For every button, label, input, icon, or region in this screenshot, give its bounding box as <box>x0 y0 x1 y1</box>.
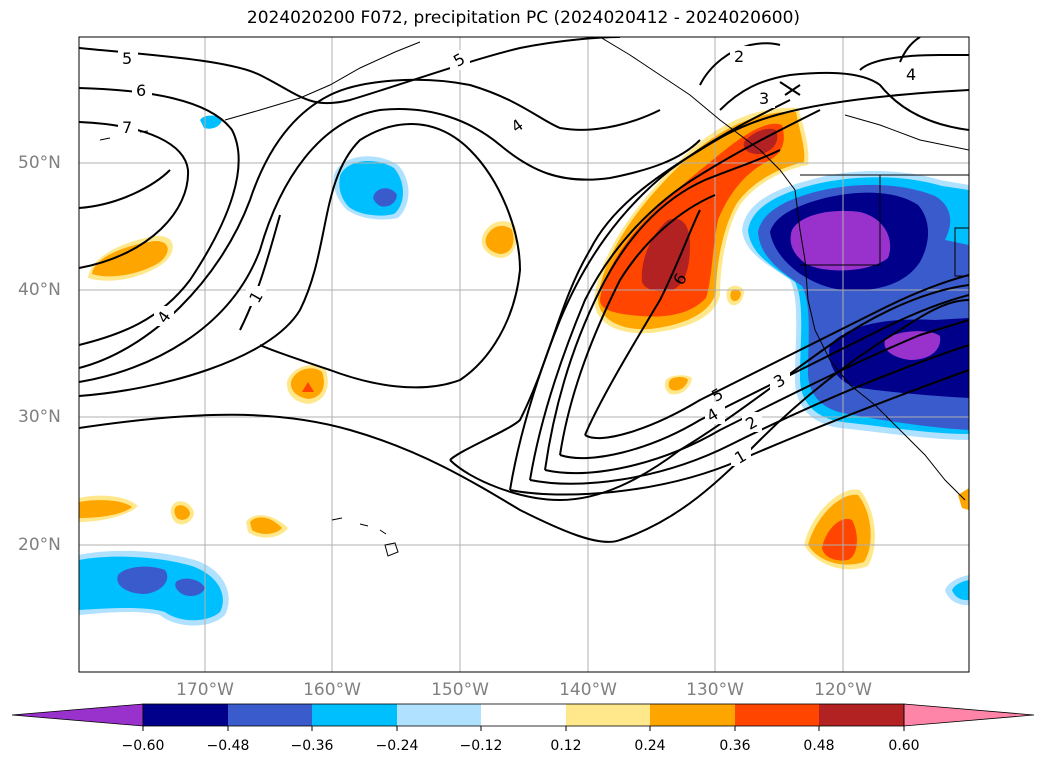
contour-label: 5 <box>122 49 132 68</box>
contour-label: 3 <box>759 89 769 108</box>
lon-tick-label: 140°W <box>559 680 617 700</box>
lon-tick-label: 160°W <box>303 680 361 700</box>
map-frame <box>78 36 970 673</box>
contour-label: 6 <box>136 81 146 100</box>
lat-tick-label: 30°N <box>18 407 61 427</box>
contour-label: 4 <box>906 65 916 84</box>
colorbar-tick-label: 0.12 <box>550 738 582 754</box>
lat-tick-label: 50°N <box>18 153 61 173</box>
map-title: 2024020200 F072, precipitation PC (20240… <box>246 8 801 28</box>
lat-tick-label: 20°N <box>18 535 61 555</box>
colorbar <box>11 703 1035 731</box>
colorbar-tick-label: −0.36 <box>290 738 334 754</box>
lon-tick-label: 170°W <box>176 680 234 700</box>
positive-anomaly-blobs <box>79 221 969 570</box>
colorbar-tick-label: 0.48 <box>803 738 835 754</box>
colorbar-tick-label: −0.12 <box>459 738 503 754</box>
contour-label-group: 5 6 7 5 4 2 3 4 4 1 6 5 4 3 2 1 <box>118 46 922 468</box>
lon-tick-label: 130°W <box>686 680 744 700</box>
colorbar-tick-label: −0.24 <box>375 738 419 754</box>
contour-lines <box>79 37 969 543</box>
contour-label: 7 <box>122 118 132 137</box>
positive-anomaly-band <box>594 107 809 334</box>
colorbar-tick-label: −0.48 <box>206 738 250 754</box>
lat-tick-label: 40°N <box>18 280 61 300</box>
contour-label: 2 <box>734 47 744 66</box>
lon-tick-label: 120°W <box>814 680 872 700</box>
colorbar-tick-label: 0.24 <box>634 738 666 754</box>
negative-anomaly-region <box>742 171 969 440</box>
negative-anomaly-blobs <box>79 115 969 626</box>
colorbar-tick-label: 0.36 <box>719 738 751 754</box>
coastlines <box>99 37 969 557</box>
colorbar-tick-label: −0.60 <box>121 738 165 754</box>
colorbar-tick-label: 0.60 <box>888 738 920 754</box>
lon-tick-label: 150°W <box>431 680 489 700</box>
